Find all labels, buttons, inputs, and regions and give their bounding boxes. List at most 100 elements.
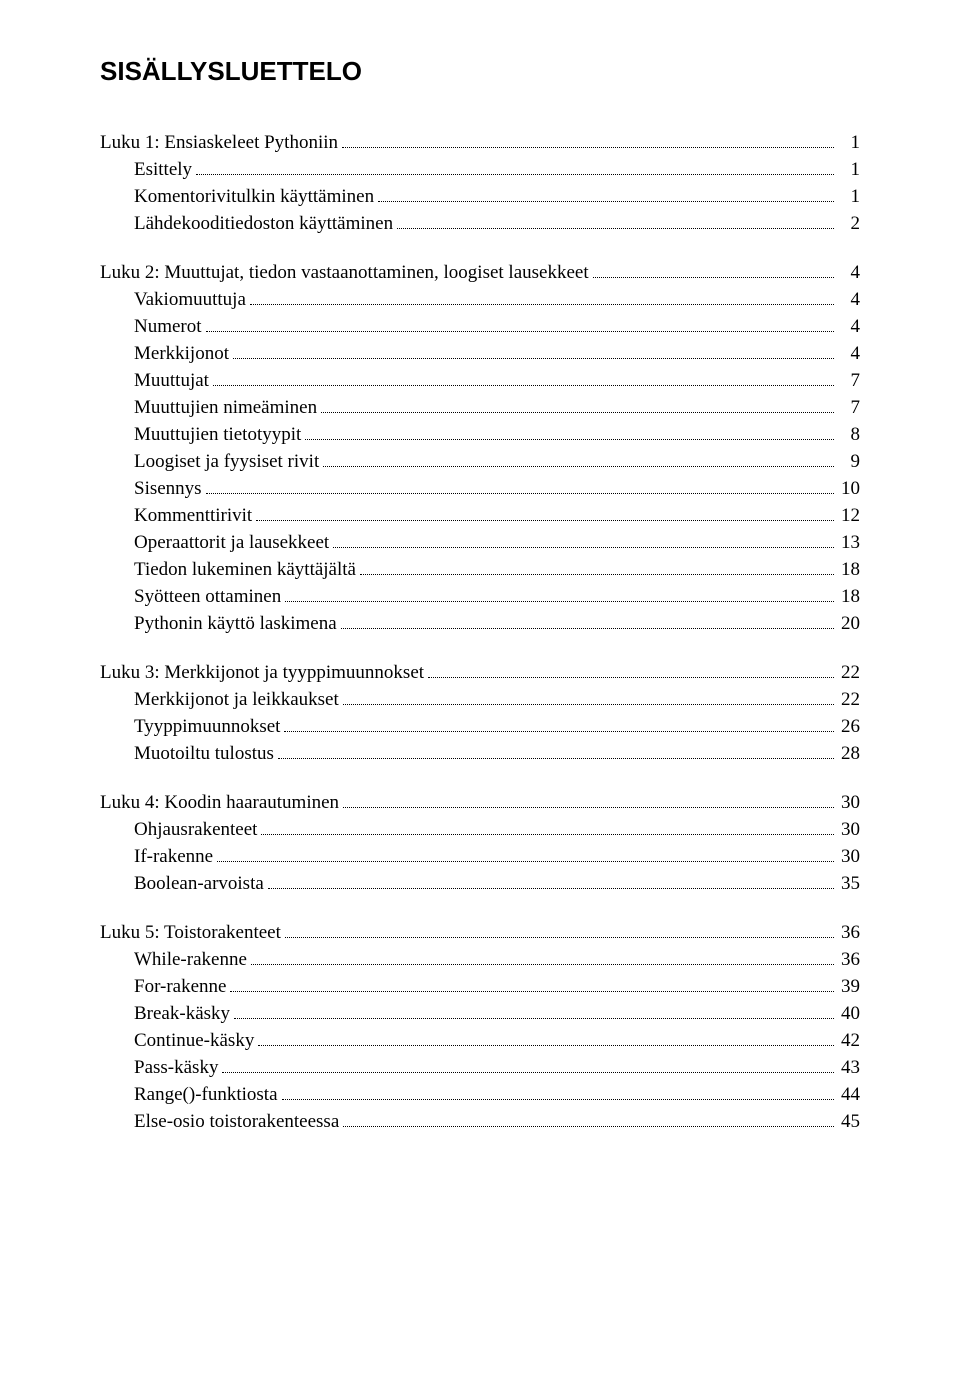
toc-item-label: Muuttujien nimeäminen — [134, 397, 317, 419]
toc-item-label: Ohjausrakenteet — [134, 819, 257, 841]
chapter-heading: Luku 2: Muuttujat, tiedon vastaanottamin… — [100, 262, 589, 284]
chapter-block: Luku 1: Ensiaskeleet Pythoniin 1 Esittely 1… — [100, 131, 860, 235]
toc-item-page-number: 30 — [838, 819, 860, 841]
toc-item-page-number: 2 — [838, 213, 860, 235]
leader-dots — [217, 845, 834, 862]
toc-item-row: Sisennys10 — [134, 477, 860, 500]
toc-item-page-number: 43 — [838, 1057, 860, 1079]
page: SISÄLLYSLUETTELO Luku 1: Ensiaskeleet Py… — [0, 0, 960, 1396]
toc-item-row: Merkkijonot ja leikkaukset 22 — [134, 688, 860, 711]
toc-item-label: Pythonin käyttö laskimena — [134, 613, 337, 635]
toc-item-row: Muuttujien nimeäminen7 — [134, 396, 860, 419]
leader-dots — [278, 742, 834, 759]
toc-item-label: Boolean-arvoista — [134, 873, 264, 895]
chapter-row: Luku 1: Ensiaskeleet Pythoniin 1 — [100, 131, 860, 154]
table-of-contents: Luku 1: Ensiaskeleet Pythoniin 1 Esittely 1… — [100, 131, 860, 1132]
leader-dots — [428, 661, 834, 678]
leader-dots — [284, 715, 834, 732]
leader-dots — [196, 158, 834, 175]
toc-item-page-number: 45 — [838, 1111, 860, 1133]
toc-item-label: Else-osio toistorakenteessa — [134, 1111, 339, 1133]
toc-item-page-number: 30 — [838, 846, 860, 868]
chapter-block: Luku 4: Koodin haarautuminen 30 Ohjausrake… — [100, 791, 860, 895]
leader-dots — [341, 612, 834, 629]
leader-dots — [230, 975, 834, 992]
toc-item-label: Muuttujien tietotyypit — [134, 424, 301, 446]
toc-item-label: For-rakenne — [134, 976, 226, 998]
toc-item-label: Esittely — [134, 159, 192, 181]
chapter-row: Luku 2: Muuttujat, tiedon vastaanottamin… — [100, 261, 860, 284]
toc-item-row: While-rakenne36 — [134, 948, 860, 971]
chapter-items: Ohjausrakenteet30If-rakenne30Boolean-arv… — [134, 818, 860, 895]
toc-item-label: Tiedon lukeminen käyttäjältä — [134, 559, 356, 581]
toc-item-page-number: 4 — [838, 289, 860, 311]
toc-item-page-number: 44 — [838, 1084, 860, 1106]
toc-item-label: Vakiomuuttuja — [134, 289, 246, 311]
toc-item-row: Muuttujien tietotyypit 8 — [134, 423, 860, 446]
toc-item-page-number: 4 — [838, 343, 860, 365]
toc-item-page-number: 4 — [838, 316, 860, 338]
leader-dots — [285, 921, 834, 938]
toc-item-page-number: 9 — [838, 451, 860, 473]
leader-dots — [268, 872, 834, 889]
chapter-page-number: 1 — [838, 132, 860, 154]
chapter-page-number: 30 — [838, 792, 860, 814]
toc-item-row: Vakiomuuttuja 4 — [134, 288, 860, 311]
chapter-items: Merkkijonot ja leikkaukset 22 Tyyppimuunno… — [134, 688, 860, 765]
leader-dots — [256, 504, 834, 521]
toc-item-page-number: 20 — [838, 613, 860, 635]
page-title: SISÄLLYSLUETTELO — [100, 56, 860, 87]
toc-item-row: Loogiset ja fyysiset rivit 9 — [134, 450, 860, 473]
chapter-heading: Luku 5: Toistorakenteet — [100, 922, 281, 944]
toc-item-page-number: 10 — [838, 478, 860, 500]
toc-item-page-number: 1 — [838, 159, 860, 181]
toc-item-label: Merkkijonot — [134, 343, 229, 365]
toc-item-label: Numerot — [134, 316, 202, 338]
toc-item-row: Muotoiltu tulostus28 — [134, 742, 860, 765]
toc-item-label: Komentorivitulkin käyttäminen — [134, 186, 374, 208]
chapter-heading: Luku 4: Koodin haarautuminen — [100, 792, 339, 814]
toc-item-label: Merkkijonot ja leikkaukset — [134, 689, 339, 711]
toc-item-page-number: 18 — [838, 559, 860, 581]
leader-dots — [305, 423, 834, 440]
toc-item-label: Muotoiltu tulostus — [134, 743, 274, 765]
toc-item-page-number: 40 — [838, 1003, 860, 1025]
leader-dots — [360, 558, 834, 575]
chapter-block: Luku 3: Merkkijonot ja tyyppimuunnokset2… — [100, 661, 860, 765]
toc-item-row: Pass-käsky 43 — [134, 1056, 860, 1079]
toc-item-label: Operaattorit ja lausekkeet — [134, 532, 329, 554]
toc-item-row: For-rakenne 39 — [134, 975, 860, 998]
toc-item-row: Komentorivitulkin käyttäminen1 — [134, 185, 860, 208]
toc-item-row: Merkkijonot 4 — [134, 342, 860, 365]
toc-item-row: Else-osio toistorakenteessa 45 — [134, 1109, 860, 1132]
toc-item-row: Pythonin käyttö laskimena 20 — [134, 612, 860, 635]
toc-item-page-number: 8 — [838, 424, 860, 446]
leader-dots — [206, 477, 834, 494]
chapter-row: Luku 3: Merkkijonot ja tyyppimuunnokset2… — [100, 661, 860, 684]
chapter-block: Luku 5: Toistorakenteet 36While-rakenne36… — [100, 921, 860, 1133]
chapter-items: While-rakenne36For-rakenne39Break-käsky4… — [134, 948, 860, 1133]
chapter-heading: Luku 1: Ensiaskeleet Pythoniin — [100, 132, 338, 154]
toc-item-page-number: 36 — [838, 949, 860, 971]
toc-item-row: If-rakenne30 — [134, 845, 860, 868]
toc-item-row: Tiedon lukeminen käyttäjältä 18 — [134, 558, 860, 581]
toc-item-row: Boolean-arvoista35 — [134, 872, 860, 895]
leader-dots — [321, 396, 834, 413]
leader-dots — [234, 1002, 834, 1019]
chapter-items: Vakiomuuttuja 4 Numerot 4 Merkkijonot 4 Muuttu… — [134, 288, 860, 635]
leader-dots — [261, 818, 834, 835]
toc-item-row: Range()-funktiosta44 — [134, 1083, 860, 1106]
toc-item-row: Continue-käsky42 — [134, 1029, 860, 1052]
toc-item-label: Pass-käsky — [134, 1057, 218, 1079]
toc-item-page-number: 13 — [838, 532, 860, 554]
toc-item-label: Loogiset ja fyysiset rivit — [134, 451, 319, 473]
toc-item-row: Operaattorit ja lausekkeet 13 — [134, 531, 860, 554]
toc-item-page-number: 39 — [838, 976, 860, 998]
leader-dots — [213, 369, 834, 386]
toc-item-row: Syötteen ottaminen18 — [134, 585, 860, 608]
leader-dots — [282, 1083, 834, 1100]
toc-item-page-number: 7 — [838, 370, 860, 392]
leader-dots — [378, 185, 834, 202]
toc-item-label: Tyyppimuunnokset — [134, 716, 280, 738]
toc-item-page-number: 22 — [838, 689, 860, 711]
